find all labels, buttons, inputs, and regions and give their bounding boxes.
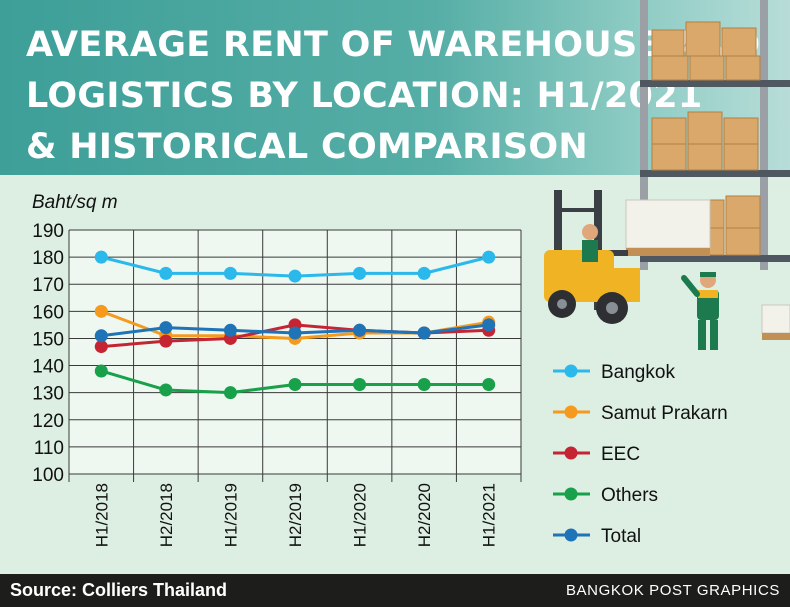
worker-icon [681, 272, 719, 350]
legend-label: Total [601, 526, 641, 547]
data-point [417, 266, 431, 280]
y-tick-label: 170 [32, 275, 64, 296]
data-point [417, 326, 431, 340]
data-point [223, 323, 237, 337]
legend-swatch-marker [564, 405, 578, 419]
data-point [482, 378, 496, 392]
data-point [94, 340, 108, 354]
data-point [159, 383, 173, 397]
data-point [159, 266, 173, 280]
data-point [223, 386, 237, 400]
x-tick-label: H1/2018 [92, 483, 111, 547]
x-tick-label: H1/2019 [221, 483, 240, 547]
data-point [288, 378, 302, 392]
legend-label: EEC [601, 444, 640, 465]
legend-swatch-marker [564, 528, 578, 542]
y-tick-label: 100 [32, 465, 64, 486]
forklift-icon [544, 190, 711, 324]
y-tick-label: 190 [32, 221, 64, 242]
data-point [353, 378, 367, 392]
y-tick-label: 130 [32, 384, 64, 405]
x-tick-label: H2/2018 [157, 483, 176, 547]
title-line-2: LOGISTICS BY LOCATION: H1/2021 [26, 76, 703, 116]
y-tick-label: 120 [32, 411, 64, 432]
x-tick-label: H2/2020 [415, 483, 434, 547]
data-point [94, 250, 108, 264]
graphics-credit: BANGKOK POST GRAPHICS [565, 582, 780, 599]
data-point [353, 266, 367, 280]
legend-swatch-marker [564, 364, 578, 378]
y-axis-label: Baht/sq m [32, 192, 118, 213]
header-banner: AVERAGE RENT OF WAREHOUSE AND LOGISTICS … [0, 0, 790, 175]
footer-bar: Source: Colliers Thailand BANGKOK POST G… [0, 574, 790, 607]
y-tick-label: 180 [32, 248, 64, 269]
y-tick-label: 160 [32, 302, 64, 323]
legend-swatch-marker [564, 487, 578, 501]
data-point [94, 304, 108, 318]
source-credit: Source: Colliers Thailand [10, 580, 228, 600]
data-point [482, 318, 496, 332]
data-point [288, 269, 302, 283]
data-point [94, 364, 108, 378]
data-point [417, 378, 431, 392]
data-point [159, 334, 173, 348]
data-point [159, 321, 173, 335]
y-tick-label: 140 [32, 357, 64, 378]
x-tick-label: H1/2020 [351, 483, 370, 547]
data-point [94, 329, 108, 343]
y-tick-label: 110 [34, 438, 64, 459]
warehouse-illustration [544, 0, 790, 350]
x-tick-label: H2/2019 [286, 483, 305, 547]
legend-swatch-marker [564, 446, 578, 460]
title-line-3: & HISTORICAL COMPARISON [26, 127, 589, 167]
data-point [482, 250, 496, 264]
pallet-boxes-icon [761, 304, 790, 340]
legend-label: Others [601, 485, 658, 506]
data-point [288, 326, 302, 340]
legend-label: Bangkok [601, 362, 675, 383]
x-tick-label: H1/2021 [480, 483, 499, 547]
data-point [223, 266, 237, 280]
legend-label: Samut Prakarn [601, 403, 728, 424]
y-tick-label: 150 [32, 329, 64, 350]
data-point [353, 323, 367, 337]
